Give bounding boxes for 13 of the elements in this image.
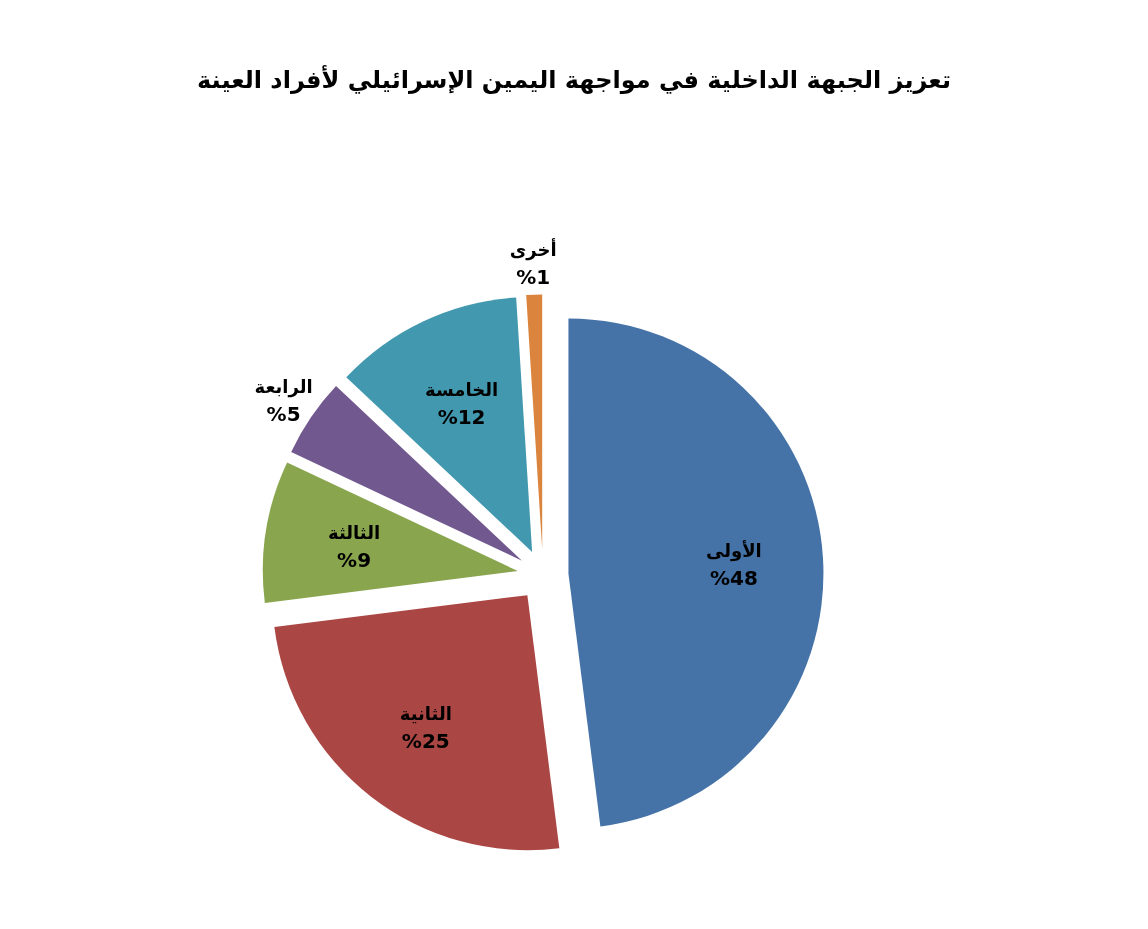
slice-label: الثانية: [399, 703, 452, 725]
slice-label: الأولى: [706, 539, 762, 562]
slice-label: الخامسة: [425, 378, 499, 400]
slice-label: الرابعة: [254, 375, 313, 398]
slice-label: أخرى: [509, 237, 557, 261]
chart-title: تعزيز الجبهة الداخلية في مواجهة اليمين الإسرائيلي لأفراد العينة: [197, 65, 951, 94]
data-label: %25: [401, 729, 450, 754]
data-label: %48: [709, 565, 758, 590]
data-label: %9: [337, 548, 372, 573]
slice-label: الثالثة: [328, 522, 381, 544]
data-label: %1: [516, 264, 551, 289]
data-label: %12: [437, 404, 486, 429]
data-label: %5: [266, 401, 301, 426]
